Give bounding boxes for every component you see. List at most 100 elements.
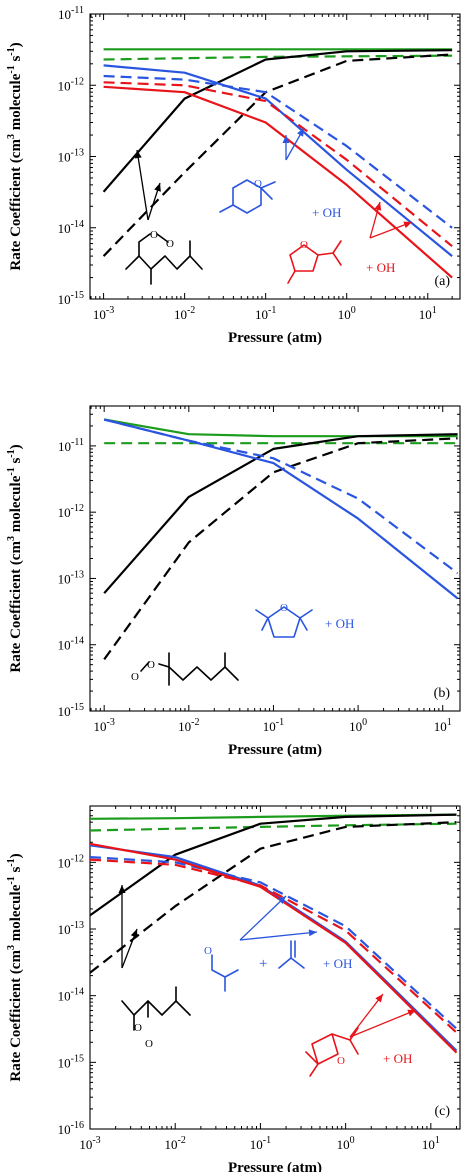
panel-b: 10-3 10-2 10-1 100 101 10-15 10-14 10-13 10-12 10… xyxy=(6,405,461,758)
panel-label: (b) xyxy=(434,686,451,701)
annotation-blue-oh: + OH xyxy=(312,205,341,220)
y-tick-label: 10-13 xyxy=(58,920,84,937)
y-tick-label: 10-11 xyxy=(58,5,84,22)
molecule-oxetane-icon xyxy=(305,1027,359,1077)
series-green-dashed xyxy=(89,822,457,832)
molecule-isobutene-icon xyxy=(278,940,305,969)
series-blue-solid xyxy=(103,64,453,257)
annotation-blue-plus: + xyxy=(259,956,267,972)
molecule-peroxy-b-icon xyxy=(140,652,239,686)
arrow-red-head xyxy=(375,994,383,1003)
plot-frame xyxy=(89,805,461,1130)
series-blue-dashed xyxy=(103,74,453,229)
x-tick-label: 101 xyxy=(419,305,437,322)
series-blue-dashed xyxy=(103,418,459,575)
molecule-label-o: O xyxy=(204,945,212,957)
series-black-solid xyxy=(89,813,457,917)
arrow-black-head xyxy=(130,929,138,938)
arrow-black-head xyxy=(118,885,126,893)
molecule-label-o: O xyxy=(254,178,262,190)
arrow-black xyxy=(136,149,149,221)
arrow-blue-head xyxy=(297,128,304,137)
series-blue-solid xyxy=(103,418,459,600)
y-tick-label: 10-14 xyxy=(58,636,84,653)
annotation-blue-oh: + OH xyxy=(325,616,354,631)
molecule-aldehyde-icon xyxy=(211,954,239,992)
series-black-solid xyxy=(102,49,453,193)
series-green-dashed xyxy=(103,54,453,61)
arrow-blue-head xyxy=(308,929,317,937)
y-tick-label: 10-14 xyxy=(58,987,84,1004)
molecule-tetrahydropyran-icon xyxy=(219,179,276,214)
y-axis-label: Rate Coefficient (cm3 molecule-1 s-1) xyxy=(6,42,24,270)
arrow-red xyxy=(349,993,384,1038)
arrow-red-head xyxy=(407,1009,416,1017)
x-tick-label: 10-1 xyxy=(263,717,284,734)
series-black-dashed xyxy=(103,437,458,661)
molecule-label-o: O xyxy=(300,239,308,251)
molecule-trimethyl-thf-icon xyxy=(255,606,313,638)
x-axis-label: Pressure (atm) xyxy=(228,1160,322,1172)
panel-a: 10-3 10-2 10-1 100 101 10-15 10-14 10-13 10-12 10… xyxy=(6,5,461,346)
y-tick-label: 10-12 xyxy=(58,76,84,93)
molecule-label-o: O xyxy=(147,659,155,671)
x-tick-label: 10-3 xyxy=(93,305,114,322)
panel-label: (a) xyxy=(434,274,450,289)
y-tick-label: 10-16 xyxy=(58,1120,84,1137)
arrow-blue-head xyxy=(277,896,286,905)
y-tick-label: 10-15 xyxy=(58,290,84,307)
molecule-label-o: O xyxy=(166,238,174,250)
panel-label: (c) xyxy=(434,1104,450,1119)
y-tick-label: 10-13 xyxy=(58,148,84,165)
y-tick-label: 10-14 xyxy=(58,219,84,236)
molecule-tetrahydrofuran-a-icon xyxy=(287,240,342,284)
y-tick-label: 10-12 xyxy=(58,853,84,870)
x-tick-label: 101 xyxy=(434,717,452,734)
molecule-label-o: O xyxy=(145,1038,153,1050)
arrow-black-head xyxy=(154,183,161,192)
x-tick-label: 10-2 xyxy=(174,305,195,322)
series-blue-dashed xyxy=(89,856,458,1030)
y-axis-label: Rate Coefficient (cm3 molecule-1 s-1) xyxy=(6,853,24,1081)
arrow-red-head xyxy=(374,202,382,211)
series-red-solid xyxy=(89,842,458,1054)
annotation-blue-oh: + OH xyxy=(323,956,352,971)
series-red-solid xyxy=(103,85,453,279)
x-tick-label: 10-1 xyxy=(255,305,276,322)
molecule-label-o: O xyxy=(280,602,288,614)
arrow-black-head xyxy=(134,150,142,159)
molecule-label-o: O xyxy=(134,1022,142,1034)
arrow-blue xyxy=(239,895,287,941)
molecule-label-o: O xyxy=(337,1055,345,1067)
x-axis-label: Pressure (atm) xyxy=(228,742,322,758)
arrow-blue-head xyxy=(282,135,290,143)
y-tick-label: 10-12 xyxy=(58,503,84,520)
arrow-red-head xyxy=(403,221,412,229)
y-axis-label: Rate Coefficient (cm3 molecule-1 s-1) xyxy=(6,444,24,672)
y-tick-label: 10-15 xyxy=(58,1053,84,1070)
x-tick-label: 101 xyxy=(422,1135,440,1152)
y-tick-label: 10-11 xyxy=(58,437,84,454)
molecule-label-o: O xyxy=(150,229,158,241)
annotation-red-oh: + OH xyxy=(383,1051,412,1066)
x-tick-label: 100 xyxy=(338,305,356,322)
y-tick-label: 10-15 xyxy=(58,702,84,719)
series-red-dashed xyxy=(103,81,453,248)
arrow-blue xyxy=(239,931,318,941)
series-black-solid xyxy=(103,433,458,594)
x-tick-label: 10-3 xyxy=(79,1135,100,1152)
series-red-dashed xyxy=(89,858,458,1034)
molecule-peroxy-c-icon xyxy=(121,986,191,1031)
x-tick-label: 10-2 xyxy=(165,1135,186,1152)
x-tick-label: 10-1 xyxy=(250,1135,271,1152)
x-axis-label: Pressure (atm) xyxy=(228,330,322,346)
x-tick-label: 100 xyxy=(337,1135,355,1152)
y-tick-label: 10-13 xyxy=(58,569,84,586)
molecule-peroxy-a-icon xyxy=(125,233,203,285)
series-black-dashed xyxy=(89,821,457,974)
annotation-red-oh: + OH xyxy=(366,260,395,275)
molecule-label-o: O xyxy=(131,671,139,683)
panel-c: 10-3 10-2 10-1 100 101 10-16 10-15 10-14 10-13 10… xyxy=(6,805,461,1172)
x-tick-label: 100 xyxy=(349,717,367,734)
